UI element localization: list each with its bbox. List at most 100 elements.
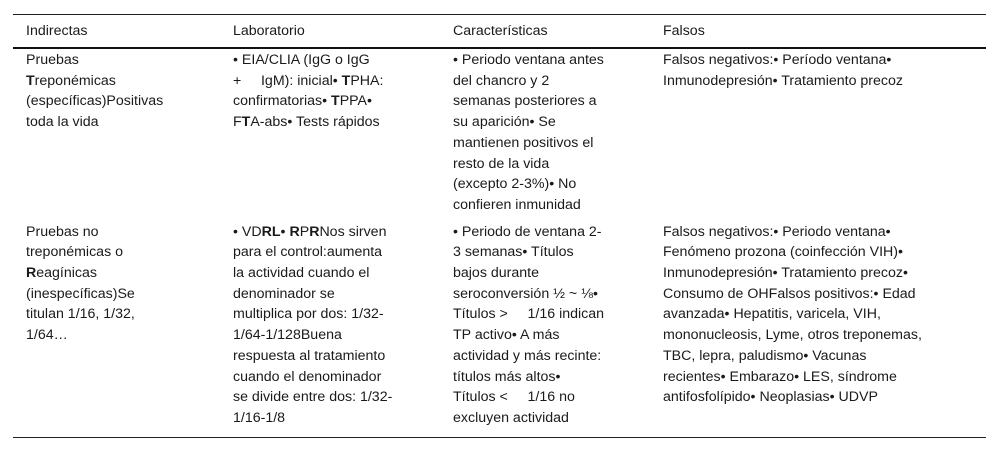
text-segment: Títulos > 1/16 indican xyxy=(453,306,605,323)
cell-line: (inespecíficas)Se xyxy=(26,284,220,305)
cell-line: Falsos negativos:• Periodo ventana• xyxy=(663,222,986,243)
cell-line: 1/64… xyxy=(26,325,220,346)
cell-line: semanas posteriores a xyxy=(453,91,650,112)
text-segment: cuando el denominador xyxy=(233,368,382,385)
text-segment: mononucleosis, Lyme, otros treponemas, xyxy=(663,327,922,344)
cell-line: titulan 1/16, 1/32, xyxy=(26,304,220,325)
cell-line: denominador se xyxy=(233,284,440,305)
cell-line: • VDRL• RPRNos sirven xyxy=(233,222,440,243)
text-segment: 1/64… xyxy=(26,327,68,344)
cell-line: Fenómeno prozona (coinfección VIH)• xyxy=(663,242,986,263)
text-segment: resto de la vida xyxy=(453,155,550,172)
text-segment: • EIA/CLIA (IgG o IgG xyxy=(233,52,370,68)
table-row: Pruebas no treponémicas o Reagínicas (inesp… xyxy=(13,221,986,438)
cell-line: treponémicas o xyxy=(26,242,220,263)
text-segment: • Periodo ventana antes xyxy=(453,52,604,68)
header-laboratorio: Laboratorio xyxy=(233,23,305,39)
cell-line: Títulos < 1/16 no xyxy=(453,387,650,408)
text-segment: respuesta al tratamiento xyxy=(233,347,386,364)
text-segment: antifosfolípido• Neoplasias• UDVP xyxy=(663,389,878,406)
cell-caracteristicas: • Periodo de ventana 2- 3 semanas• Título… xyxy=(440,221,650,438)
cell-line: 1/64-1/128Buena xyxy=(233,325,440,346)
cell-line: multiplica por dos: 1/32- xyxy=(233,304,440,325)
text-segment: mantienen positivos el xyxy=(453,134,594,151)
cell-line: actividad y más recinte: xyxy=(453,346,650,367)
text-segment: F xyxy=(233,114,242,131)
cell-line: • EIA/CLIA (IgG o IgG xyxy=(233,50,440,71)
text-segment: confirmatorias• xyxy=(233,93,332,110)
text-segment: • VD xyxy=(233,223,262,240)
bold-initial: T xyxy=(241,114,251,131)
bold-initial: T xyxy=(341,72,351,89)
text-segment: para el control:aumenta xyxy=(233,244,383,261)
text-segment: Nos sirven xyxy=(319,223,387,240)
cell-line: Inmunodepresión• Tratamiento precoz xyxy=(663,71,986,92)
cell-line: bajos durante xyxy=(453,263,650,284)
text-segment: avanzada• Hepatitis, varicela, VIH, xyxy=(663,306,881,323)
cell-line: Pruebas no xyxy=(26,222,220,243)
cell-line: Falsos negativos:• Período ventana• xyxy=(663,50,986,71)
bold-initial: T xyxy=(26,72,35,89)
syphilis-tests-table: Indirectas Laboratorio Características F… xyxy=(13,14,986,438)
cell-line: • Periodo de ventana 2- xyxy=(453,222,650,243)
text-segment: Consumo de OHFalsos positivos:• Edad xyxy=(663,285,916,302)
cell-line: Treponémicas xyxy=(26,71,220,92)
text-segment: • Periodo de ventana 2- xyxy=(453,223,602,240)
cell-line: toda la vida xyxy=(26,112,220,133)
cell-line: TBC, lepra, paludismo• Vacunas xyxy=(663,346,986,367)
text-segment: del chancro y 2 xyxy=(453,72,550,89)
cell-line: para el control:aumenta xyxy=(233,242,440,263)
text-segment: se divide entre dos: 1/32- xyxy=(233,389,393,406)
cell-line: la actividad cuando el xyxy=(233,263,440,284)
text-segment: A-abs• Tests rápidos xyxy=(250,114,380,131)
cell-line: Reagínicas xyxy=(26,263,220,284)
cell-line: (específicas)Positivas xyxy=(26,91,220,112)
cell-line: resto de la vida xyxy=(453,154,650,175)
cell-line: 1/16-1/8 xyxy=(233,408,440,429)
text-segment: • xyxy=(280,223,290,240)
text-segment: (excepto 2-3%)• No xyxy=(453,176,577,193)
text-segment: multiplica por dos: 1/32- xyxy=(233,306,384,323)
text-segment: 1/16-1/8 xyxy=(233,409,286,426)
cell-line: TP activo• A más xyxy=(453,325,650,346)
cell-caracteristicas: • Periodo ventana antes del chancro y 2 se… xyxy=(440,48,650,221)
cell-line: del chancro y 2 xyxy=(453,71,650,92)
cell-line: Títulos > 1/16 indican xyxy=(453,304,650,325)
bold-initial: R xyxy=(309,223,320,240)
cell-laboratorio: • EIA/CLIA (IgG o IgG + IgM): inicial• TP… xyxy=(220,48,440,221)
text-segment: Inmunodepresión• Tratamiento precoz• xyxy=(663,265,908,282)
text-segment: recientes• Embarazo• LES, síndrome xyxy=(663,368,897,385)
text-segment: Pruebas no xyxy=(26,223,99,240)
bold-initial: R xyxy=(289,223,300,240)
text-segment: (específicas)Positivas xyxy=(26,93,164,110)
cell-line: • Periodo ventana antes xyxy=(453,50,650,71)
cell-line: antifosfolípido• Neoplasias• UDVP xyxy=(663,387,986,408)
text-segment: Inmunodepresión• Tratamiento precoz xyxy=(663,72,903,89)
text-segment: TBC, lepra, paludismo• Vacunas xyxy=(663,347,867,364)
text-segment: toda la vida xyxy=(26,114,99,131)
text-segment: eagínicas xyxy=(36,265,97,282)
text-segment: actividad y más recinte: xyxy=(453,347,602,364)
cell-line: 3 semanas• Títulos xyxy=(453,242,650,263)
text-segment: la actividad cuando el xyxy=(233,265,370,282)
cell-line: títulos más altos• xyxy=(453,367,650,388)
cell-laboratorio: • VDRL• RPRNos sirven para el control:aum… xyxy=(220,221,440,438)
text-segment: Fenómeno prozona (coinfección VIH)• xyxy=(663,244,903,261)
text-segment: seroconversión ½ ~ ⅛• xyxy=(453,285,598,302)
text-segment: titulan 1/16, 1/32, xyxy=(26,306,135,323)
cell-line: mononucleosis, Lyme, otros treponemas, xyxy=(663,325,986,346)
cell-line: + IgM): inicial• TPHA: xyxy=(233,71,440,92)
cell-line: recientes• Embarazo• LES, síndrome xyxy=(663,367,986,388)
cell-line: cuando el denominador xyxy=(233,367,440,388)
text-segment: semanas posteriores a xyxy=(453,93,597,110)
text-segment: Falsos negativos:• Periodo ventana• xyxy=(663,223,891,240)
header-row: Indirectas Laboratorio Características F… xyxy=(13,14,986,48)
bold-initial: RL xyxy=(261,223,281,240)
cell-line: Inmunodepresión• Tratamiento precoz• xyxy=(663,263,986,284)
text-segment: PPA• xyxy=(339,93,372,110)
text-segment: denominador se xyxy=(233,285,335,302)
cell-line: Consumo de OHFalsos positivos:• Edad xyxy=(663,284,986,305)
text-segment: P xyxy=(299,223,310,240)
text-segment: Falsos negativos:• Período ventana• xyxy=(663,52,892,68)
text-segment: PHA: xyxy=(350,72,384,89)
